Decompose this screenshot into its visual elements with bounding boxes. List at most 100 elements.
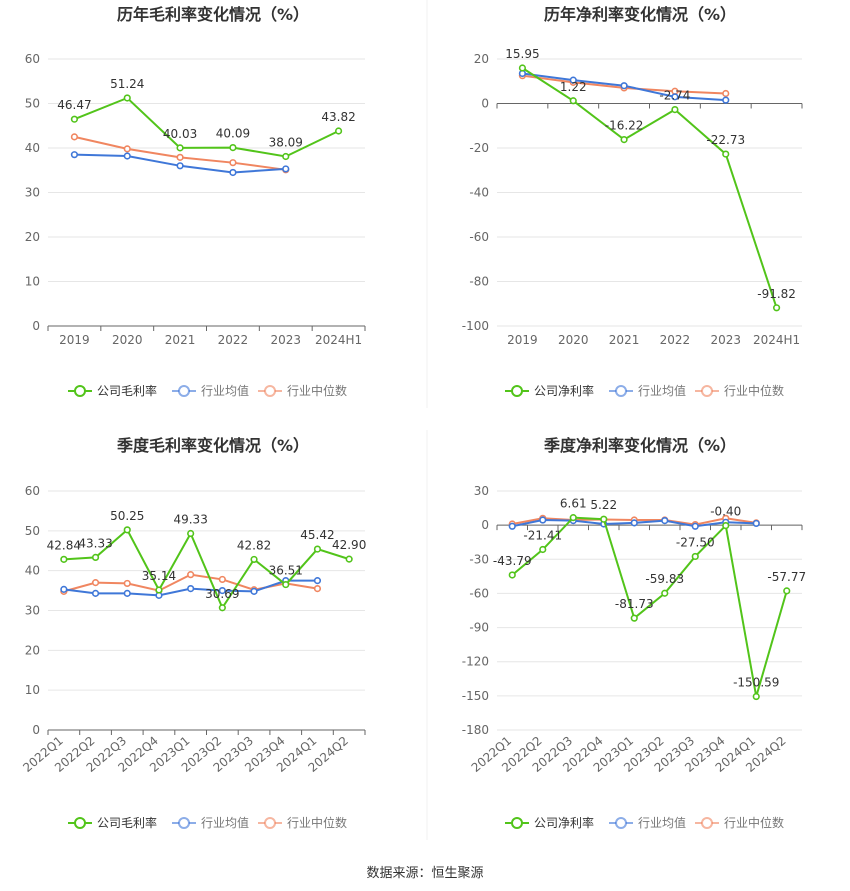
data-point (772, 304, 781, 312)
x-tick-label: 2020 (112, 333, 143, 347)
data-point (123, 579, 131, 588)
data-point (661, 589, 669, 597)
y-tick-label: -40 (469, 186, 489, 200)
data-point (661, 516, 669, 525)
data-point (123, 526, 131, 534)
data-point (313, 545, 322, 553)
data-label: -27.50 (676, 535, 715, 549)
x-tick-label: 2021 (165, 333, 196, 347)
data-label: -43.79 (493, 554, 532, 568)
data-point (60, 585, 68, 593)
data-point (176, 162, 184, 170)
data-label: -22.73 (706, 133, 745, 147)
legend-marker (615, 817, 627, 829)
legend-marker (74, 817, 86, 829)
x-tick-label: 2021 (609, 333, 640, 347)
data-point (282, 152, 290, 161)
y-tick-label: 30 (25, 604, 40, 618)
data-label: 46.47 (57, 98, 91, 112)
data-point (620, 82, 628, 90)
data-point (630, 519, 638, 527)
x-tick-label: 2024H1 (753, 333, 800, 347)
legend-marker (74, 385, 86, 397)
y-tick-label: -180 (462, 723, 489, 737)
data-label: 30.69 (205, 587, 239, 601)
data-label: 42.82 (237, 538, 271, 552)
y-tick-label: -30 (469, 552, 489, 566)
data-point (123, 94, 131, 102)
data-label: -0.40 (710, 505, 741, 519)
x-tick-label: 2023 (710, 333, 741, 347)
data-label: -16.22 (605, 119, 644, 133)
y-tick-label: 20 (25, 230, 40, 244)
data-point (187, 584, 195, 593)
y-tick-label: 0 (481, 518, 489, 532)
data-point (250, 555, 258, 564)
data-point (70, 115, 79, 123)
series-line-0 (521, 67, 778, 309)
data-label: -57.77 (767, 570, 806, 584)
y-tick-label: 40 (25, 564, 40, 578)
legend-marker (511, 817, 523, 829)
legend-marker (178, 385, 190, 397)
data-point (630, 614, 638, 622)
data-point (334, 127, 343, 135)
x-tick-label: 2023 (270, 333, 301, 347)
y-tick-label: -60 (469, 230, 489, 244)
data-point (176, 153, 184, 161)
legend-label: 行业中位数 (724, 383, 784, 398)
y-tick-label: -80 (469, 275, 489, 289)
data-point (187, 571, 195, 579)
legend-label: 行业均值 (638, 383, 686, 398)
y-tick-label: 60 (25, 484, 40, 498)
y-tick-label: -100 (462, 319, 489, 333)
data-point (229, 159, 237, 167)
legend-marker (701, 385, 713, 397)
data-point (752, 692, 760, 701)
data-point (123, 145, 131, 153)
data-label: 51.24 (110, 77, 144, 91)
data-label: -21.41 (523, 529, 562, 543)
data-label: 1.22 (560, 80, 587, 94)
data-point (518, 64, 527, 72)
data-point (313, 577, 322, 585)
series-line-0 (63, 528, 350, 610)
data-point (569, 76, 577, 84)
y-tick-label: 10 (25, 683, 40, 697)
data-point (600, 515, 608, 523)
x-tick-label: 2019 (507, 333, 538, 347)
data-point (91, 589, 100, 597)
data-point (282, 165, 290, 173)
data-point (70, 133, 79, 141)
legend-label: 行业中位数 (287, 383, 347, 398)
data-point (91, 579, 100, 587)
data-label: 42.90 (332, 538, 366, 552)
data-point (229, 143, 237, 152)
data-label: 38.09 (269, 135, 303, 149)
legend-marker (615, 385, 627, 397)
legend-label: 行业均值 (201, 383, 249, 398)
chart-title: 历年净利率变化情况（%） (544, 5, 736, 24)
series-line-0 (74, 96, 340, 158)
data-point (508, 571, 516, 579)
data-label: -150.59 (733, 676, 779, 690)
legend-label: 公司净利率 (534, 383, 594, 398)
data-label: 5.22 (590, 498, 617, 512)
legend-label: 公司毛利率 (97, 383, 157, 398)
legend-label: 行业均值 (638, 815, 686, 830)
data-point (229, 168, 237, 177)
data-point (187, 529, 195, 538)
data-point (218, 586, 226, 595)
data-label: 49.33 (173, 513, 207, 527)
series-line-0 (511, 516, 788, 697)
legend-label: 行业均值 (201, 815, 249, 830)
data-point (508, 522, 516, 530)
y-tick-label: 60 (25, 52, 40, 66)
source-note: 数据来源：恒生聚源 (366, 866, 484, 881)
data-point (671, 93, 679, 101)
legend-marker (264, 817, 276, 829)
data-point (691, 552, 699, 561)
y-tick-label: -20 (469, 141, 489, 155)
data-label: 35.14 (142, 569, 176, 583)
